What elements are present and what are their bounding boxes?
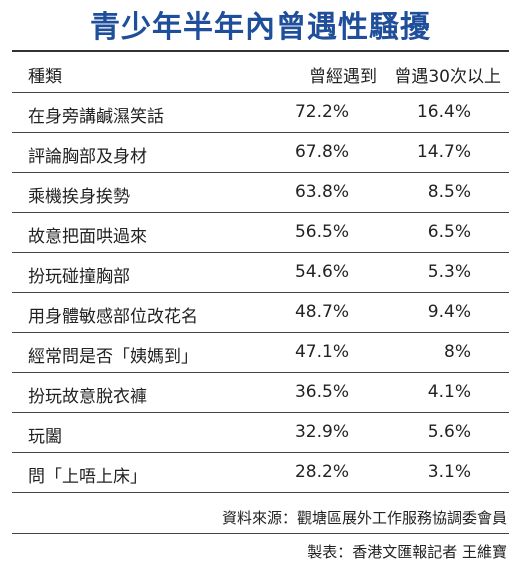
table-row: 扮玩故意脫衣褲 36.5% 4.1% [12,372,509,413]
table-row: 玩闔 32.9% 5.6% [12,412,509,453]
table-row: 乘機挨身挨勢 63.8% 8.5% [12,172,509,213]
cell: 54.6% [294,262,349,282]
cell: 47.1% [294,342,349,362]
cell: 48.7% [294,302,349,322]
cell: 28.2% [294,462,349,482]
divider [12,533,509,534]
header-row: 種類 曾經遇到 曾遇30次以上 [12,52,509,93]
cell: 8.5% [427,182,471,202]
cell: 72.2% [294,102,349,122]
cell: 9.4% [427,302,471,322]
table-row: 評論胸部及身材 67.8% 14.7% [12,132,509,173]
cell: 評論胸部及身材 [28,147,147,167]
cell: 在身旁講鹹濕笑話 [28,107,164,127]
cell: 6.5% [427,222,471,242]
divider [12,50,509,52]
cell: 故意把面哄過來 [28,227,147,247]
column-header: 曾遇30次以上 [394,67,501,87]
source: 資料來源：觀塘區展外工作服務協調委會員 [221,509,507,527]
cell: 經常問是否「姨媽到」 [28,347,198,367]
cell: 67.8% [294,142,349,162]
cell: 32.9% [294,422,349,442]
table-row: 在身旁講鹹濕笑話 72.2% 16.4% [12,92,509,133]
cell: 5.3% [427,262,471,282]
table-row: 經常問是否「姨媽到」 47.1% 8% [12,332,509,373]
cell: 玩闔 [28,427,62,447]
cell: 問「上唔上床」 [28,467,147,487]
table-row: 問「上唔上床」 28.2% 3.1% [12,452,509,493]
cell: 16.4% [416,102,471,122]
credit: 製表：香港文匯報記者 王維寶 [307,543,507,561]
title: 青少年半年內曾遇性騷擾 [90,10,431,45]
cell: 用身體敏感部位改花名 [28,307,198,327]
cell: 5.6% [427,422,471,442]
cell: 3.1% [427,462,471,482]
cell: 56.5% [294,222,349,242]
column-header: 種類 [28,67,62,87]
table-row: 故意把面哄過來 56.5% 6.5% [12,212,509,253]
table-row: 用身體敏感部位改花名 48.7% 9.4% [12,292,509,333]
cell: 4.1% [427,382,471,402]
cell: 14.7% [416,142,471,162]
cell: 63.8% [294,182,349,202]
cell: 扮玩故意脫衣褲 [28,387,147,407]
cell: 扮玩碰撞胸部 [28,267,130,287]
cell: 36.5% [294,382,349,402]
column-header: 曾經遇到 [309,67,377,87]
cell: 乘機挨身挨勢 [28,187,130,207]
table-row: 扮玩碰撞胸部 54.6% 5.3% [12,252,509,293]
cell: 8% [444,342,471,362]
